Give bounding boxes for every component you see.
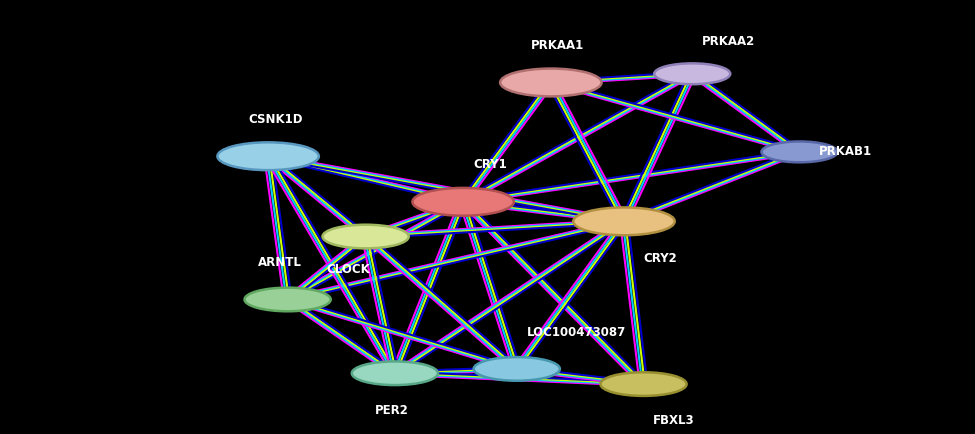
Text: CRY2: CRY2 — [644, 252, 678, 265]
Text: LOC100473087: LOC100473087 — [526, 326, 626, 339]
Ellipse shape — [474, 357, 560, 381]
Ellipse shape — [412, 188, 514, 216]
Text: ARNTL: ARNTL — [258, 256, 302, 269]
Text: PER2: PER2 — [375, 404, 410, 417]
Ellipse shape — [601, 372, 686, 396]
Ellipse shape — [500, 69, 602, 96]
Text: PRKAB1: PRKAB1 — [819, 145, 872, 158]
Ellipse shape — [654, 63, 730, 84]
Text: CSNK1D: CSNK1D — [249, 113, 303, 126]
Ellipse shape — [761, 141, 838, 162]
Ellipse shape — [323, 225, 409, 248]
Text: CRY1: CRY1 — [473, 158, 507, 171]
Text: CLOCK: CLOCK — [327, 263, 370, 276]
Ellipse shape — [573, 207, 675, 235]
Ellipse shape — [352, 362, 438, 385]
Ellipse shape — [245, 288, 331, 311]
Text: PRKAA2: PRKAA2 — [702, 35, 756, 48]
Ellipse shape — [217, 142, 319, 170]
Text: FBXL3: FBXL3 — [653, 414, 695, 427]
Text: PRKAA1: PRKAA1 — [531, 39, 585, 52]
